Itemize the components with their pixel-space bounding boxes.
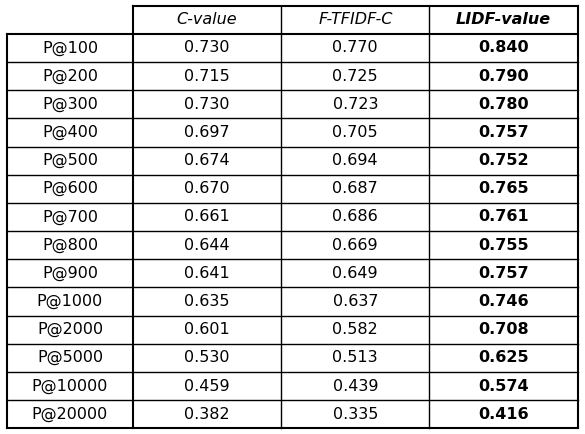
Text: 0.697: 0.697 (184, 125, 230, 140)
Text: 0.780: 0.780 (479, 97, 529, 112)
Text: 0.582: 0.582 (332, 322, 378, 337)
Text: 0.694: 0.694 (332, 153, 378, 168)
Text: P@5000: P@5000 (37, 350, 103, 365)
Text: 0.637: 0.637 (332, 294, 378, 309)
Text: 0.840: 0.840 (479, 40, 529, 56)
Text: 0.439: 0.439 (332, 378, 378, 394)
Text: P@300: P@300 (42, 97, 98, 112)
Text: 0.730: 0.730 (184, 97, 230, 112)
Text: P@600: P@600 (42, 181, 98, 197)
Text: 0.670: 0.670 (184, 181, 230, 196)
Text: F-TFIDF-C: F-TFIDF-C (318, 12, 393, 27)
Text: 0.513: 0.513 (332, 350, 378, 365)
Text: 0.705: 0.705 (332, 125, 378, 140)
Text: 0.574: 0.574 (479, 378, 529, 394)
Text: 0.723: 0.723 (332, 97, 378, 112)
Text: P@500: P@500 (42, 153, 98, 168)
Text: 0.674: 0.674 (184, 153, 230, 168)
Text: 0.530: 0.530 (184, 350, 230, 365)
Text: P@800: P@800 (42, 237, 98, 253)
Text: 0.335: 0.335 (333, 407, 378, 422)
Text: 0.625: 0.625 (479, 350, 529, 365)
Text: 0.416: 0.416 (479, 407, 529, 422)
Text: LIDF-value: LIDF-value (456, 12, 551, 27)
Text: P@200: P@200 (42, 69, 98, 84)
Text: 0.649: 0.649 (332, 266, 378, 281)
Text: 0.686: 0.686 (332, 210, 378, 224)
Text: P@100: P@100 (42, 40, 98, 56)
Text: 0.661: 0.661 (184, 210, 230, 224)
Text: 0.770: 0.770 (332, 40, 378, 56)
Text: 0.641: 0.641 (184, 266, 230, 281)
Text: 0.765: 0.765 (479, 181, 529, 196)
Text: 0.725: 0.725 (332, 69, 378, 84)
Text: P@10000: P@10000 (32, 378, 108, 394)
Text: P@900: P@900 (42, 266, 98, 281)
Text: 0.644: 0.644 (184, 238, 230, 253)
Text: 0.755: 0.755 (479, 238, 529, 253)
Text: 0.757: 0.757 (479, 266, 529, 281)
Text: 0.687: 0.687 (332, 181, 378, 196)
Text: 0.708: 0.708 (479, 322, 529, 337)
Text: 0.669: 0.669 (332, 238, 378, 253)
Text: 0.730: 0.730 (184, 40, 230, 56)
Text: 0.635: 0.635 (184, 294, 230, 309)
Text: C-value: C-value (177, 12, 238, 27)
Text: 0.715: 0.715 (184, 69, 230, 84)
Text: 0.459: 0.459 (184, 378, 230, 394)
Text: P@20000: P@20000 (32, 407, 108, 422)
Text: P@1000: P@1000 (37, 294, 103, 309)
Text: 0.601: 0.601 (184, 322, 230, 337)
Text: P@700: P@700 (42, 209, 98, 225)
Text: P@400: P@400 (42, 125, 98, 140)
Text: 0.746: 0.746 (479, 294, 529, 309)
Text: 0.382: 0.382 (184, 407, 230, 422)
Text: 0.790: 0.790 (479, 69, 529, 84)
Text: P@2000: P@2000 (37, 322, 103, 337)
Text: 0.757: 0.757 (479, 125, 529, 140)
Text: 0.761: 0.761 (479, 210, 529, 224)
Text: 0.752: 0.752 (479, 153, 529, 168)
